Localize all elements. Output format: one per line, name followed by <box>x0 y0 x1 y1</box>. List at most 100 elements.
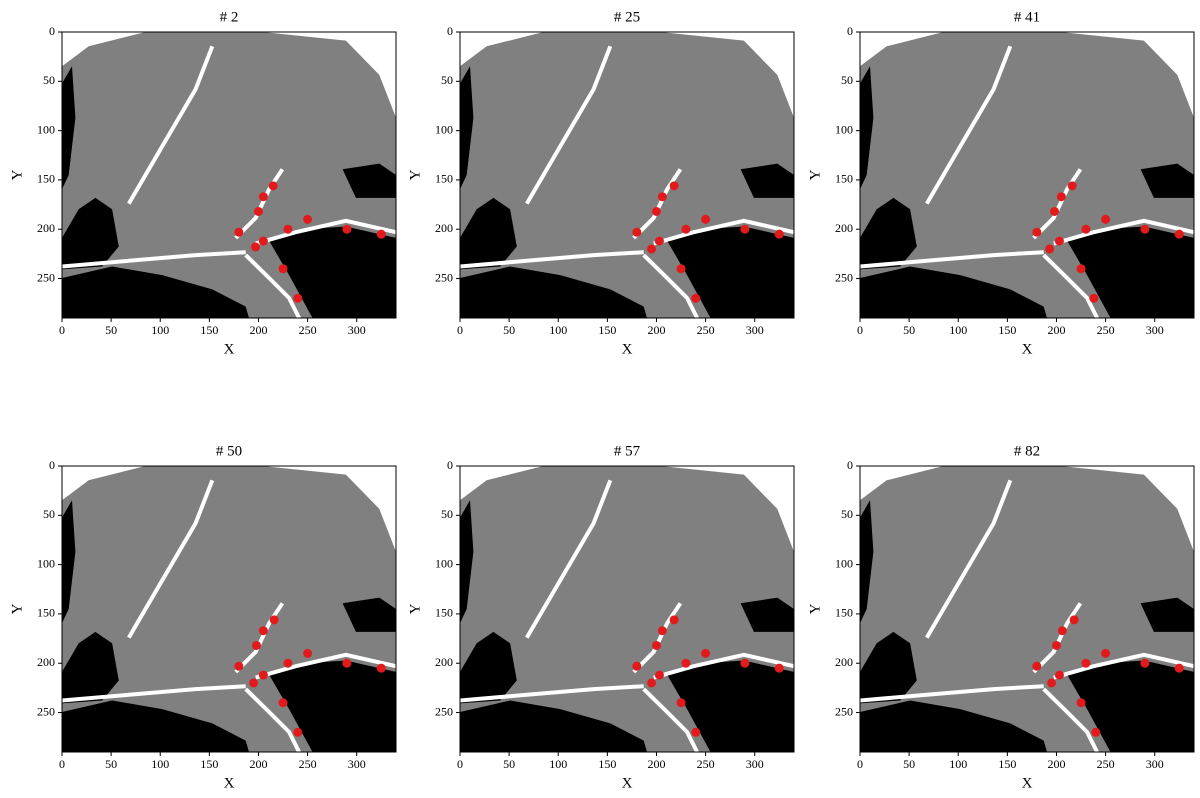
point <box>669 615 679 625</box>
x-tick-label: 50 <box>903 323 915 337</box>
y-tick-label: 100 <box>435 122 453 136</box>
y-tick-label: 50 <box>841 73 853 87</box>
point <box>657 626 667 636</box>
point <box>1067 181 1077 191</box>
map-dark-region <box>860 700 1047 752</box>
y-axis-label: Y <box>407 169 423 180</box>
x-tick-label: 300 <box>1146 323 1164 337</box>
y-axis-label: Y <box>9 603 25 614</box>
axes-frame <box>459 465 795 753</box>
point <box>234 227 244 237</box>
point <box>293 293 303 303</box>
x-tick-label: 100 <box>949 757 967 771</box>
y-tick-label: 250 <box>835 270 853 284</box>
x-tick-label: 0 <box>857 757 863 771</box>
x-tick-label: 150 <box>200 757 218 771</box>
point <box>657 192 667 202</box>
point <box>1081 658 1091 668</box>
point <box>1174 663 1184 673</box>
x-tick-label: 0 <box>457 323 463 337</box>
point <box>1047 678 1057 688</box>
x-tick-label: 300 <box>348 757 366 771</box>
axes-frame <box>61 465 397 753</box>
y-tick-label: 250 <box>37 270 55 284</box>
map-dark-region <box>62 500 76 624</box>
point <box>701 648 711 658</box>
point <box>1045 244 1055 254</box>
y-tick-label: 0 <box>847 458 853 472</box>
y-tick-label: 200 <box>835 655 853 669</box>
map-channel <box>244 253 301 319</box>
y-tick-label: 100 <box>835 556 853 570</box>
map-channel <box>859 684 1044 703</box>
map-dark-region <box>460 66 474 190</box>
subplot-title: # 41 <box>1014 9 1040 25</box>
x-tick-label: 0 <box>59 757 65 771</box>
point <box>1174 229 1184 239</box>
map-dark-region <box>62 266 249 318</box>
y-axis-label: Y <box>9 169 25 180</box>
point <box>1091 727 1101 737</box>
point <box>253 206 263 216</box>
map-channel <box>255 218 397 246</box>
map-channel <box>653 218 795 246</box>
point <box>252 640 262 650</box>
y-tick-label: 150 <box>37 606 55 620</box>
subplot: # 50 X Y 0 50 100 150 200 250 300 0 50 100 150 200 250 <box>9 443 397 791</box>
point <box>676 698 686 708</box>
y-tick-label: 150 <box>435 172 453 186</box>
y-axis-label: Y <box>807 603 823 614</box>
map-dark-region <box>62 631 119 704</box>
point <box>632 227 642 237</box>
point <box>258 192 268 202</box>
point <box>691 727 701 737</box>
map-channel <box>127 45 215 205</box>
x-tick-label: 50 <box>503 757 515 771</box>
point <box>774 663 784 673</box>
map-channel <box>925 45 1013 205</box>
x-axis-label: X <box>622 775 633 791</box>
map-dark-region <box>342 597 396 632</box>
map-channel <box>459 684 644 703</box>
subplot: # 57 X Y 0 50 100 150 200 250 300 0 50 100 150 200 250 <box>407 443 795 791</box>
x-tick-label: 250 <box>1097 323 1115 337</box>
y-tick-label: 50 <box>441 507 453 521</box>
point <box>303 648 313 658</box>
map-channel <box>234 602 285 674</box>
y-tick-label: 150 <box>37 172 55 186</box>
x-tick-label: 150 <box>998 757 1016 771</box>
x-tick-label: 200 <box>249 323 267 337</box>
x-tick-label: 150 <box>598 323 616 337</box>
point <box>632 661 642 671</box>
y-tick-label: 200 <box>37 221 55 235</box>
subplot: # 82 X Y 0 50 100 150 200 250 300 0 50 100 150 200 250 <box>807 443 1195 791</box>
map-channel <box>642 253 699 319</box>
point <box>691 293 701 303</box>
x-axis-label: X <box>1022 341 1033 357</box>
map-dark-region <box>460 700 647 752</box>
x-tick-label: 300 <box>746 323 764 337</box>
map-dark-region <box>460 197 517 270</box>
map-dark-region <box>860 197 917 270</box>
point <box>1051 640 1061 650</box>
x-tick-label: 250 <box>299 323 317 337</box>
point <box>258 670 268 680</box>
point <box>376 663 386 673</box>
subplot-title: # 82 <box>1014 443 1040 459</box>
point <box>740 658 750 668</box>
map-channel <box>653 652 795 680</box>
y-axis-label: Y <box>807 169 823 180</box>
point <box>740 224 750 234</box>
point <box>251 242 261 252</box>
y-tick-label: 50 <box>441 73 453 87</box>
point <box>258 626 268 636</box>
map-dark-region <box>62 66 76 190</box>
point <box>278 264 288 274</box>
point <box>676 264 686 274</box>
map-dark-region <box>860 631 917 704</box>
point <box>701 214 711 224</box>
map-channel <box>1042 253 1099 319</box>
point <box>342 224 352 234</box>
y-tick-label: 50 <box>43 507 55 521</box>
